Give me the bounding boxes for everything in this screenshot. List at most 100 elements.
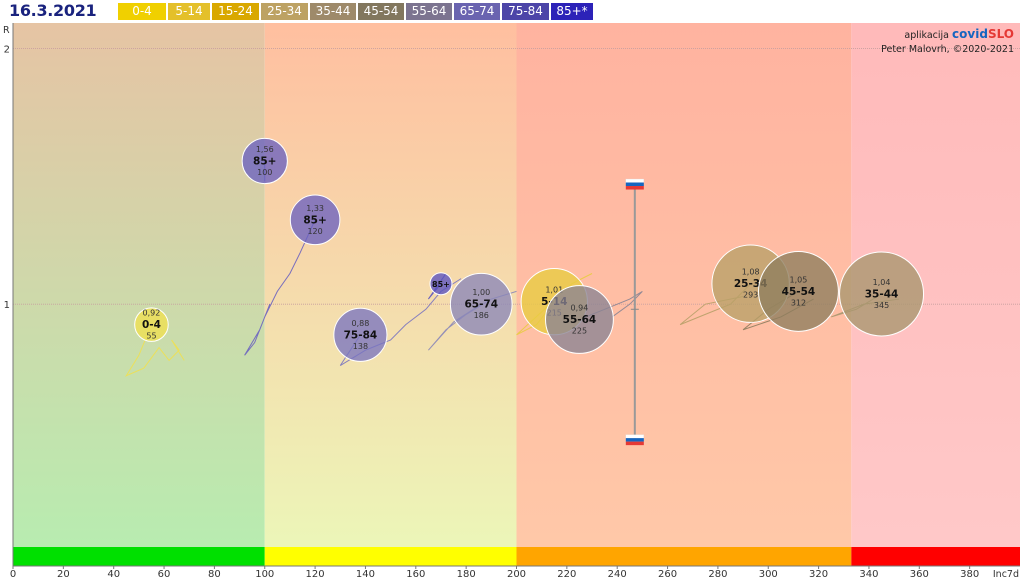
x-tick-label: 340 (859, 569, 878, 580)
legend-tab-4554[interactable]: 45-54 (358, 3, 404, 20)
x-tick-label: 220 (557, 569, 576, 580)
zone-bar-segment (13, 547, 265, 566)
bubble-age-label: 55-64 (563, 314, 597, 326)
x-axis: 0 20 40 60 80 100 120 140 160 180 200 220 240 260 280 3… (10, 565, 1020, 580)
bubble-incidence-value: 120 (307, 227, 322, 236)
bubble-circle (545, 285, 614, 354)
legend-tab-7584[interactable]: 75-84 (502, 3, 549, 20)
bubble-circle (429, 272, 453, 296)
app-attribution: aplikacija covidSLO Peter Malovrh, ©2020… (881, 27, 1014, 57)
zone-bar-segment (264, 547, 517, 566)
x-tick-label: 320 (809, 569, 828, 580)
bubble-r-value: 0,92 (143, 309, 161, 318)
bubble-incidence-value: 186 (474, 311, 489, 320)
x-tick-label: 160 (406, 569, 425, 580)
x-tick-label: 100 (255, 569, 274, 580)
y-tick-label: 2 (4, 45, 10, 56)
bubble-age-label: 85+ (253, 156, 276, 168)
bubble-age-label: 45-54 (782, 286, 816, 298)
legend-tab-2534[interactable]: 25-34 (261, 3, 308, 20)
x-tick-label: 140 (356, 569, 375, 580)
legend-tab-3544[interactable]: 35-44 (310, 3, 356, 20)
x-axis-label: Inc7d (993, 569, 1019, 580)
x-tick-label: 260 (658, 569, 677, 580)
bubble-85: 85+ (429, 272, 453, 296)
overall-range-marker (625, 178, 644, 446)
bubble-r-value: 0,94 (571, 304, 589, 313)
bubble-r-value: 1,01 (545, 286, 563, 295)
bubble-85: 1,56 85+100 (241, 137, 288, 185)
slovenia-flag-icon (625, 434, 644, 446)
bubble-r-value: 1,05 (790, 275, 808, 284)
bubble-circle (134, 307, 169, 342)
bubble-circle (839, 251, 925, 337)
bubble-incidence-value: 345 (874, 301, 889, 310)
trajectory-04 (125, 324, 185, 377)
bubble-r-value: 1,04 (873, 278, 891, 287)
legend-tab-04[interactable]: 0-4 (118, 3, 166, 20)
y-tick-label: 1 (4, 300, 10, 311)
zone-bar-segment (516, 547, 852, 566)
bubble-r-value: 0,88 (352, 319, 370, 328)
age-group-bubbles: 0,920-4551,015-142151,0825-342931,0545-5… (134, 137, 925, 362)
bubble-age-label: 85+ (432, 280, 450, 289)
zone-background (13, 23, 265, 547)
bubble-r-value: 1,33 (306, 204, 324, 213)
x-tick-label: 0 (10, 569, 16, 580)
bubble-circle (758, 250, 839, 332)
legend-tab-514[interactable]: 5-14 (168, 3, 210, 20)
y-axis-label: R (3, 25, 10, 36)
x-tick-label: 80 (208, 569, 221, 580)
x-tick-label: 360 (910, 569, 929, 580)
incidence-zone-bar (13, 547, 1020, 566)
bubble-r-value: 1,08 (742, 268, 760, 277)
bubble-r-value: 1,56 (256, 145, 274, 154)
x-tick-label: 60 (158, 569, 171, 580)
bubble-incidence-value: 138 (353, 342, 368, 351)
x-tick-label: 120 (306, 569, 325, 580)
bubble-incidence-value: 55 (146, 332, 156, 341)
app-prefix: aplikacija (904, 30, 950, 41)
brand-part-2: SLO (987, 27, 1014, 41)
bubble-age-label: 35-44 (865, 288, 899, 300)
x-tick-label: 200 (507, 569, 526, 580)
trajectory-85 (244, 219, 316, 356)
bubble-age-label: 65-74 (464, 299, 498, 311)
x-tick-label: 40 (107, 569, 120, 580)
bubble-r-value: 1,00 (472, 288, 490, 297)
bubble-circle (449, 272, 513, 336)
y-axis: 1 2 R (3, 23, 14, 566)
bubble-age-label: 0-4 (142, 319, 161, 331)
bubble-age-label: 85+ (303, 214, 326, 226)
bubble-circle (241, 137, 288, 185)
legend-tab-6574[interactable]: 65-74 (454, 3, 500, 20)
brand-part-1: covid (952, 27, 988, 41)
legend-tab-5564[interactable]: 55-64 (406, 3, 452, 20)
bubble-incidence-value: 293 (743, 291, 758, 300)
bubble-circle (289, 194, 341, 246)
slovenia-flag-icon (625, 178, 644, 190)
x-tick-label: 300 (759, 569, 778, 580)
legend-tab-85[interactable]: 85+* (551, 3, 593, 20)
bubble-incidence-value: 100 (257, 168, 272, 177)
app-author: Peter Malovrh, ©2020-2021 (881, 44, 1014, 55)
zone-bar-segment (851, 547, 1020, 566)
x-tick-label: 380 (960, 569, 979, 580)
legend-tab-1524[interactable]: 15-24 (212, 3, 259, 20)
x-tick-label: 280 (708, 569, 727, 580)
date-title: 16.3.2021 (9, 1, 97, 20)
x-tick-label: 240 (608, 569, 627, 580)
bubble-04: 0,920-455 (134, 307, 169, 342)
x-tick-label: 20 (57, 569, 70, 580)
bubble-age-label: 75-84 (344, 329, 378, 341)
bubble-circle (333, 307, 388, 362)
x-tick-label: 180 (457, 569, 476, 580)
bubble-incidence-value: 312 (791, 298, 806, 307)
